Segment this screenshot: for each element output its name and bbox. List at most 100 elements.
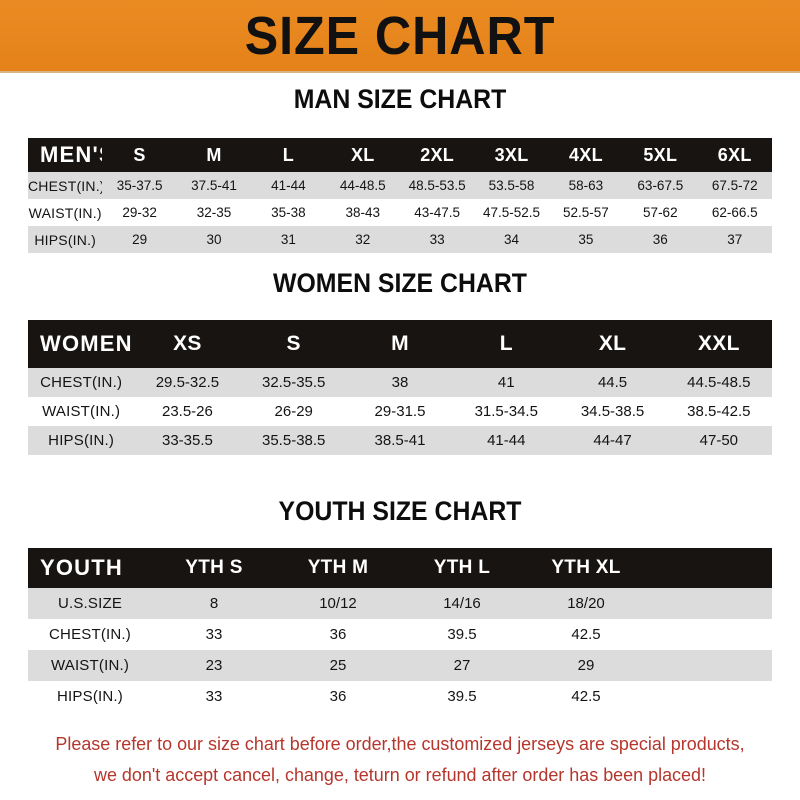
table-men-body: CHEST(IN.) 35-37.5 37.5-41 41-44 44-48.5… [28,172,772,253]
row-label-women-1: WAIST(IN.) [42,403,121,420]
size-table-women: WOMEN'S XS S M L XL XXL CHEST(IN.) 29.5-… [28,320,772,455]
cell-men-1-4: 43-47.5 [414,205,461,220]
cell-women-1-5: 38.5-42.5 [687,403,751,420]
table-youth-corner-label: YOUTH [40,555,123,580]
table-men-head: MEN'S S M L XL 2XL 3XL 4XL 5XL 6XL [28,138,772,172]
cell-youth-1-0: 33 [205,626,223,643]
cell-men-2-1: 30 [206,232,222,247]
col-header-women-3: L [499,332,513,355]
cell-men-1-1: 32-35 [196,205,232,220]
row-label-women-0: CHEST(IN.) [40,374,123,391]
col-header-men-1: M [206,144,222,165]
cell-women-0-2: 38 [391,374,409,391]
table-row: CHEST(IN.) 35-37.5 37.5-41 41-44 44-48.5… [28,172,772,199]
cell-men-1-6: 52.5-57 [563,205,609,220]
col-header-men-6: 4XL [568,144,603,165]
col-header-youth-0: YTH S [185,557,243,578]
cell-women-1-0: 23.5-26 [161,403,213,420]
table-row: HIPS(IN.) 29 30 31 32 33 34 35 36 37 [28,226,772,253]
table-row: HIPS(IN.) 33-35.5 35.5-38.5 38.5-41 41-4… [28,426,772,455]
cell-women-1-4: 34.5-38.5 [580,403,645,420]
cell-youth-1-4 [648,619,772,650]
cell-youth-2-2: 27 [453,657,471,674]
col-header-women-4: XL [598,332,627,355]
cell-men-1-7: 57-62 [643,205,678,220]
cell-men-2-5: 34 [504,232,520,247]
cell-men-0-0: 35-37.5 [116,178,163,193]
cell-youth-3-3: 42.5 [571,688,601,705]
header-banner: SIZE CHART [0,0,800,73]
row-label-women-2: HIPS(IN.) [48,432,115,449]
cell-youth-2-0: 23 [205,657,223,674]
cell-women-2-5: 47-50 [699,432,739,449]
row-label-men-1: WAIST(IN.) [28,204,102,221]
cell-men-2-6: 35 [578,232,594,247]
size-table-men: MEN'S S M L XL 2XL 3XL 4XL 5XL 6XL CHEST… [28,138,772,253]
table-men: MEN'S S M L XL 2XL 3XL 4XL 5XL 6XL CHEST… [28,138,772,253]
cell-youth-0-3: 18/20 [567,595,605,612]
col-header-youth-3: YTH XL [551,557,621,578]
cell-youth-3-0: 33 [205,688,223,705]
footer-disclaimer: Please refer to our size chart before or… [12,728,788,790]
cell-youth-0-4 [648,588,772,619]
cell-men-0-1: 37.5-41 [191,178,237,193]
cell-youth-2-3: 29 [577,657,595,674]
cell-men-2-4: 33 [429,232,445,247]
col-header-men-0: S [133,144,146,165]
footer-line-1: Please refer to our size chart before or… [55,733,745,754]
table-row: WAIST(IN.) 23.5-26 26-29 29-31.5 31.5-34… [28,397,772,426]
cell-men-0-8: 67.5-72 [711,178,758,193]
cell-youth-0-1: 10/12 [319,595,357,612]
cell-men-2-8: 37 [727,232,743,247]
col-header-men-7: 5XL [643,144,678,165]
col-header-youth-2: YTH L [433,557,491,578]
cell-men-2-7: 36 [652,232,668,247]
cell-men-0-5: 53.5-58 [488,178,535,193]
cell-women-0-3: 41 [497,374,515,391]
row-label-youth-1: CHEST(IN.) [49,626,131,643]
cell-women-0-1: 32.5-35.5 [262,374,326,391]
table-row: WAIST(IN.) 29-32 32-35 35-38 38-43 43-47… [28,199,772,226]
cell-youth-2-4 [648,650,772,681]
table-row: CHEST(IN.) 33 36 39.5 42.5 [28,619,772,650]
col-header-men-4: 2XL [420,144,455,165]
row-label-youth-3: HIPS(IN.) [57,688,123,705]
col-header-youth-4 [648,548,772,588]
cell-women-2-0: 33-35.5 [161,432,213,449]
cell-women-2-4: 44-47 [593,432,632,449]
cell-women-1-2: 29-31.5 [374,403,426,420]
row-label-men-2: HIPS(IN.) [34,231,97,248]
cell-men-1-0: 29-32 [122,205,157,220]
cell-men-0-3: 44-48.5 [339,178,386,193]
cell-men-2-2: 31 [280,232,296,247]
col-header-women-1: S [286,332,301,355]
cell-men-1-8: 62-66.5 [711,205,758,220]
col-header-men-8: 6XL [717,144,752,165]
footer-line-2: we don't accept cancel, change, teturn o… [94,764,706,785]
cell-youth-2-1: 25 [329,657,347,674]
table-row: HIPS(IN.) 33 36 39.5 42.5 [28,681,772,712]
cell-women-1-1: 26-29 [274,403,313,420]
cell-youth-0-2: 14/16 [443,595,481,612]
row-label-youth-0: U.S.SIZE [57,595,123,612]
cell-men-1-5: 47.5-52.5 [483,205,541,220]
table-youth-head: YOUTH YTH S YTH M YTH L YTH XL [28,548,772,588]
cell-youth-1-2: 39.5 [447,626,477,643]
cell-men-0-2: 41-44 [271,178,306,193]
cell-youth-1-3: 42.5 [571,626,601,643]
col-header-men-5: 3XL [494,144,529,165]
table-header-row: YOUTH YTH S YTH M YTH L YTH XL [28,548,772,588]
cell-women-1-3: 31.5-34.5 [474,403,538,420]
page-title: SIZE CHART [244,5,556,66]
col-header-men-3: XL [350,144,375,165]
cell-men-1-2: 35-38 [271,205,306,220]
cell-men-2-0: 29 [132,232,148,247]
cell-men-1-3: 38-43 [345,205,381,220]
size-table-youth: YOUTH YTH S YTH M YTH L YTH XL U.S.SIZE … [28,548,772,712]
cell-men-2-3: 32 [355,232,371,247]
table-men-corner-label: MEN'S [40,142,102,167]
table-women-corner-label: WOMEN'S [40,331,134,356]
cell-youth-0-0: 8 [209,595,219,612]
table-row: CHEST(IN.) 29.5-32.5 32.5-35.5 38 41 44.… [28,368,772,397]
table-women: WOMEN'S XS S M L XL XXL CHEST(IN.) 29.5-… [28,320,772,455]
